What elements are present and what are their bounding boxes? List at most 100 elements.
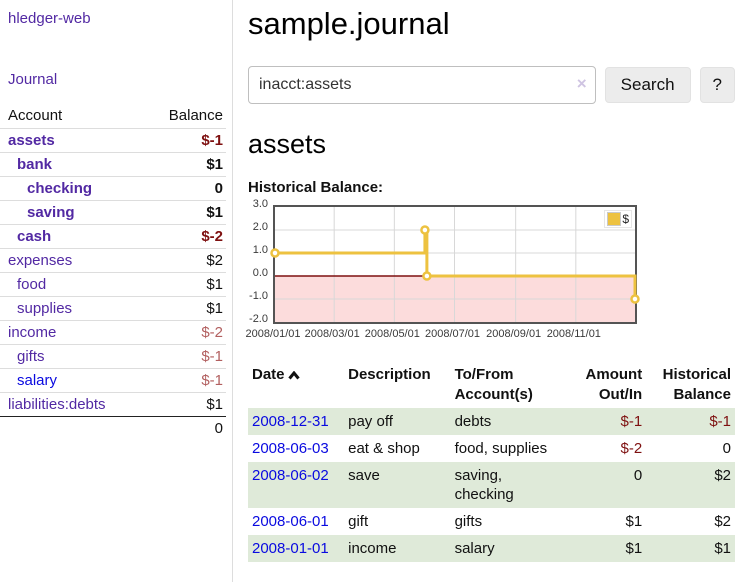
transaction-balance: $1 bbox=[714, 540, 731, 557]
transaction-description: save bbox=[348, 467, 380, 484]
historical-balance-chart: $ 3.0 2.0 1.0 0.0 -1.0 -2.0 2008/01/01 2008/03/… bbox=[245, 198, 735, 348]
account-row: assets $-1 bbox=[0, 128, 226, 153]
sidebar-item-journal[interactable]: Journal bbox=[8, 71, 58, 88]
account-link-cash[interactable]: cash bbox=[17, 228, 52, 245]
account-balance: $-1 bbox=[201, 132, 223, 149]
account-row: expenses $2 bbox=[0, 248, 226, 273]
legend-swatch-icon bbox=[607, 212, 622, 226]
account-balance: 0 bbox=[214, 180, 223, 197]
transaction-description: eat & shop bbox=[348, 440, 420, 457]
x-axis-tick-label: 2008/01/01 bbox=[245, 328, 301, 340]
y-axis-tick-label: 3.0 bbox=[252, 198, 268, 210]
account-balance: $-1 bbox=[201, 348, 223, 365]
account-balance: $1 bbox=[206, 276, 223, 293]
transaction-description: pay off bbox=[348, 413, 393, 430]
account-link-expenses[interactable]: expenses bbox=[8, 252, 73, 269]
account-row: saving $1 bbox=[0, 200, 226, 225]
data-point-marker bbox=[420, 225, 430, 235]
account-row: salary $-1 bbox=[0, 368, 226, 393]
register-row: 2008-12-31 pay off debts $-1 $-1 bbox=[248, 408, 735, 435]
register-header-description: Description bbox=[348, 366, 431, 383]
transaction-amount: $-2 bbox=[620, 440, 643, 457]
main-content: sample.journal × Search ? assets Histori… bbox=[245, 0, 735, 562]
account-link-bank[interactable]: bank bbox=[17, 156, 53, 173]
help-button[interactable]: ? bbox=[699, 67, 735, 103]
accounts-header-row: Account Balance bbox=[0, 103, 226, 129]
account-row: income $-2 bbox=[0, 320, 226, 345]
transaction-accounts: salary bbox=[454, 540, 495, 557]
account-balance: $1 bbox=[206, 204, 223, 221]
x-axis-tick-label: 2008/07/01 bbox=[424, 328, 481, 340]
transaction-accounts: gifts bbox=[454, 513, 483, 530]
account-link-salary[interactable]: salary bbox=[17, 372, 58, 389]
account-balance: $1 bbox=[206, 156, 223, 173]
account-link-saving[interactable]: saving bbox=[27, 204, 75, 221]
balance-line-chart bbox=[270, 207, 640, 322]
account-link-gifts[interactable]: gifts bbox=[17, 348, 45, 365]
accounts-total-row: 0 bbox=[0, 416, 226, 441]
accounts-table: Account Balance assets $-1 bank $1 check… bbox=[0, 103, 226, 440]
account-row: gifts $-1 bbox=[0, 344, 226, 369]
register-table: Date Description To/From Account(s) Amou… bbox=[248, 362, 735, 562]
clear-search-icon[interactable]: × bbox=[576, 74, 587, 93]
transaction-balance: $-1 bbox=[709, 413, 731, 430]
accounts-header-account: Account bbox=[8, 107, 63, 124]
transaction-date-link[interactable]: 2008-06-02 bbox=[252, 467, 329, 484]
transaction-accounts: saving, checking bbox=[454, 467, 514, 503]
register-header-balance: Historical Balance bbox=[662, 366, 731, 403]
transaction-description: gift bbox=[348, 513, 369, 530]
sidebar: hledger-web Journal Account Balance asse… bbox=[0, 0, 233, 582]
date-header-label: Date bbox=[252, 366, 285, 383]
transaction-amount: $-1 bbox=[620, 413, 643, 430]
account-link-assets[interactable]: assets bbox=[8, 132, 55, 149]
register-header-amount: Amount Out/In bbox=[585, 366, 643, 403]
register-header-accounts: To/From Account(s) bbox=[454, 366, 533, 403]
y-axis-tick-label: 0.0 bbox=[252, 267, 268, 279]
y-axis-tick-label: -2.0 bbox=[249, 313, 268, 325]
register-row: 2008-01-01 income salary $1 $1 bbox=[248, 535, 735, 562]
account-row: cash $-2 bbox=[0, 224, 226, 249]
y-axis-tick-label: 1.0 bbox=[252, 244, 268, 256]
account-balance: $-2 bbox=[201, 228, 223, 245]
transaction-description: income bbox=[348, 540, 397, 557]
transaction-date-link[interactable]: 2008-01-01 bbox=[252, 540, 329, 557]
account-balance: $-1 bbox=[201, 372, 223, 389]
x-axis-tick-label: 2008/03/01 bbox=[304, 328, 360, 340]
account-link-supplies[interactable]: supplies bbox=[17, 300, 73, 317]
data-point-marker bbox=[270, 248, 280, 258]
chart-plot-area: $ bbox=[270, 205, 640, 324]
app-brand-link[interactable]: hledger-web bbox=[8, 10, 91, 27]
search-button[interactable]: Search bbox=[604, 67, 691, 103]
account-heading: assets bbox=[248, 129, 327, 159]
transaction-date-link[interactable]: 2008-06-01 bbox=[252, 513, 329, 530]
x-axis-tick-label: 2008/09/01 bbox=[486, 328, 542, 340]
register-row: 2008-06-03 eat & shop food, supplies $-2… bbox=[248, 435, 735, 462]
account-link-food[interactable]: food bbox=[17, 276, 47, 293]
account-balance: $-2 bbox=[201, 324, 223, 341]
transaction-accounts: food, supplies bbox=[454, 440, 548, 457]
data-point-marker bbox=[630, 294, 640, 304]
transaction-amount: $1 bbox=[625, 540, 643, 557]
account-row: food $1 bbox=[0, 272, 226, 297]
search-form: × Search ? bbox=[248, 66, 735, 104]
transaction-date-link[interactable]: 2008-06-03 bbox=[252, 440, 329, 457]
transaction-date-link[interactable]: 2008-12-31 bbox=[252, 413, 329, 430]
account-row: liabilities:debts $1 bbox=[0, 392, 226, 417]
account-row: checking 0 bbox=[0, 176, 226, 201]
account-balance: $2 bbox=[206, 252, 223, 269]
search-input[interactable] bbox=[248, 66, 596, 104]
transaction-amount: $1 bbox=[625, 513, 643, 530]
transaction-balance: $2 bbox=[714, 467, 731, 484]
chart-legend: $ bbox=[604, 210, 632, 228]
account-link-income[interactable]: income bbox=[8, 324, 57, 341]
account-balance: $1 bbox=[206, 300, 223, 317]
page-title: sample.journal bbox=[248, 6, 450, 41]
legend-label: $ bbox=[622, 212, 629, 226]
account-link-liabilities-debts[interactable]: liabilities:debts bbox=[8, 396, 106, 413]
register-header-row: Date Description To/From Account(s) Amou… bbox=[248, 362, 735, 408]
register-row: 2008-06-01 gift gifts $1 $2 bbox=[248, 508, 735, 535]
account-link-checking[interactable]: checking bbox=[27, 180, 93, 197]
register-header-date[interactable]: Date bbox=[248, 362, 344, 408]
x-axis-tick-label: 2008/05/01 bbox=[364, 328, 420, 340]
sort-ascending-icon bbox=[287, 370, 300, 380]
